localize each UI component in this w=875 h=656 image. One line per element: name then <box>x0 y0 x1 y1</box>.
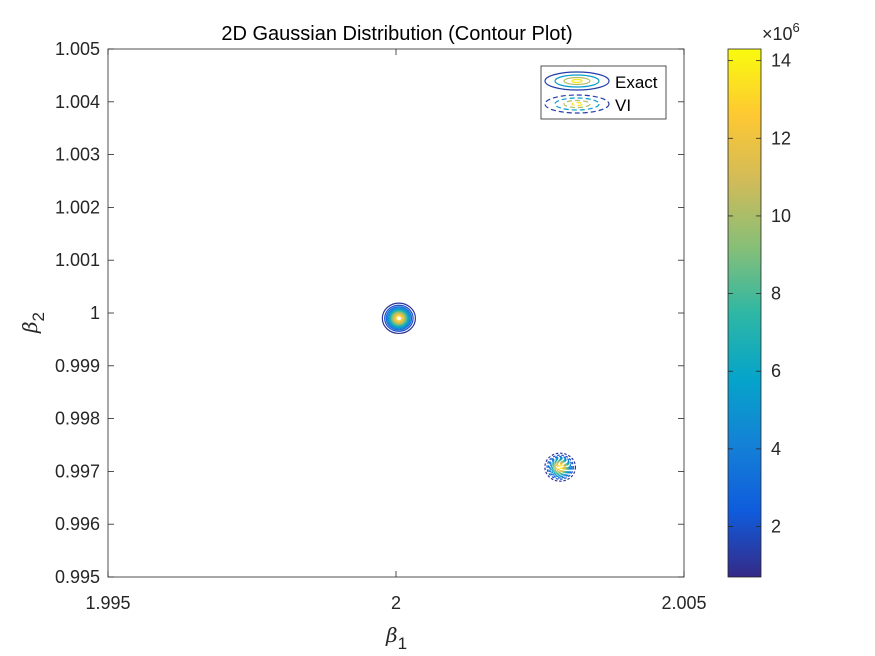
colorbar-exponent: ×106 <box>762 20 800 44</box>
contour-line-vi <box>554 462 566 473</box>
contour-line-vi <box>544 452 577 482</box>
legend-contour <box>554 74 600 88</box>
contour-line-vi <box>558 465 563 470</box>
legend-entry-vi: VI <box>615 96 631 115</box>
y-tick-label: 0.997 <box>55 461 100 481</box>
colorbar-tick-label: 10 <box>771 206 791 226</box>
y-axis-label-subscript: 2 <box>29 312 48 321</box>
y-tick-label: 1 <box>90 303 100 323</box>
contour-line-exact <box>385 306 413 331</box>
contour-plot <box>381 302 577 482</box>
y-tick-label: 0.998 <box>55 409 100 429</box>
contour-line-exact <box>384 304 414 332</box>
contour-line-exact <box>387 308 410 329</box>
contour-line-exact <box>391 311 407 326</box>
contour-line-exact <box>395 315 403 322</box>
contour-line-vi <box>549 457 571 477</box>
colorbar-tick-label: 2 <box>771 517 781 537</box>
contour-line-vi <box>553 461 567 473</box>
y-tick-label: 1.003 <box>55 145 100 165</box>
colorbar-tick-label: 8 <box>771 284 781 304</box>
x-axis-label-symbol: β <box>385 623 398 647</box>
contour-line-exact <box>388 309 409 328</box>
legend-contour <box>544 94 610 114</box>
contour-line-vi <box>551 459 569 476</box>
legend-contour <box>544 71 610 91</box>
contour-line-vi <box>552 460 568 475</box>
colorbar-exponent-base: ×10 <box>762 24 793 44</box>
x-axis-label: β1 <box>385 623 407 653</box>
x-tick-label: 2.005 <box>661 593 706 613</box>
y-axis-label: β2 <box>18 312 48 334</box>
axis-ticks: 1.995 2 2.005 0.995 0.996 0.997 0.998 0.999 1 1.0… <box>55 39 707 613</box>
legend-contour <box>563 76 591 86</box>
y-tick-label: 0.995 <box>55 567 100 587</box>
y-tick-label: 0.999 <box>55 356 100 376</box>
contour-line-exact <box>393 313 405 324</box>
colorbar-tick-label: 4 <box>771 439 781 459</box>
contour-line-exact <box>389 309 408 327</box>
y-tick-label: 1.002 <box>55 197 100 217</box>
contour-line-vi <box>555 462 565 472</box>
legend-swatch-exact <box>544 71 610 91</box>
x-axis-label-subscript: 1 <box>398 634 407 653</box>
y-tick-label: 1.005 <box>55 39 100 59</box>
y-tick-label: 1.001 <box>55 250 100 270</box>
y-tick-label: 1.004 <box>55 92 100 112</box>
x-tick-label: 2 <box>391 593 401 613</box>
colorbar-tick-label: 12 <box>771 128 791 148</box>
contour-line-exact <box>381 302 417 335</box>
y-axis-label-symbol: β <box>18 321 42 334</box>
legend-contour <box>554 97 600 111</box>
chart-title: 2D Gaussian Distribution (Contour Plot) <box>221 23 572 45</box>
legend-swatch-vi <box>544 94 610 114</box>
contour-line-vi <box>547 455 573 479</box>
contour-line-exact <box>392 312 406 325</box>
contour-line-exact <box>390 310 408 326</box>
contour-group-exact <box>381 302 417 335</box>
contour-group-vi <box>544 452 577 482</box>
contour-line-vi <box>556 463 564 471</box>
contour-line-vi <box>550 458 570 476</box>
contour-line-vi <box>546 454 574 480</box>
legend-entry-exact: Exact <box>615 73 658 92</box>
legend-contour <box>571 78 583 84</box>
legend-contour <box>571 101 583 107</box>
contour-line-vi <box>553 460 568 474</box>
colorbar-gradient <box>727 48 762 578</box>
contour-line-exact <box>394 314 404 323</box>
x-tick-label: 1.995 <box>85 593 130 613</box>
legend-contour <box>563 99 591 109</box>
contour-line-vi <box>548 456 572 478</box>
colorbar-exponent-power: 6 <box>793 20 800 35</box>
colorbar-ticks: 2 4 6 8 10 12 14 <box>728 51 791 537</box>
contour-line-exact <box>386 307 411 330</box>
legend-box <box>540 65 667 120</box>
y-tick-label: 0.996 <box>55 514 100 534</box>
colorbar-tick-label: 6 <box>771 361 781 381</box>
colorbar-tick-label: 14 <box>771 51 791 71</box>
legend: Exact VI <box>540 65 667 120</box>
